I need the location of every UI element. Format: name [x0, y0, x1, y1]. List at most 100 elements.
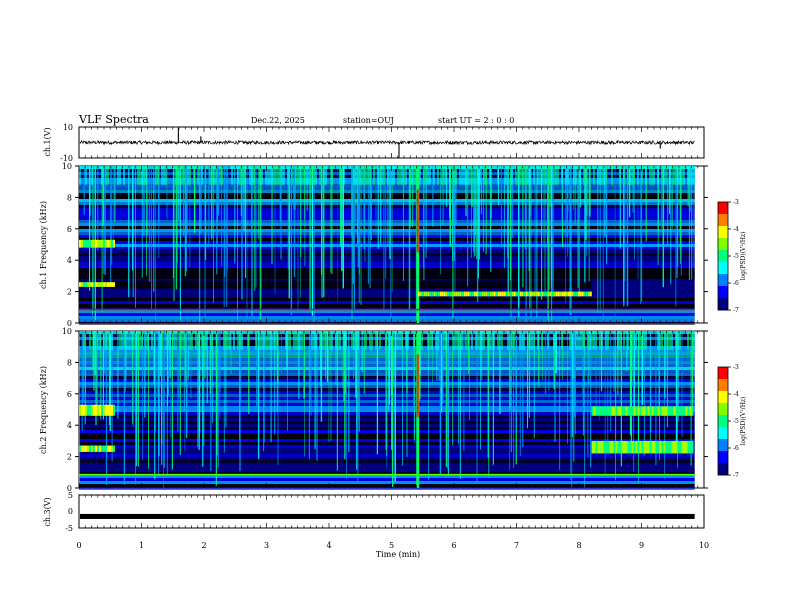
spectrogram-row [79, 169, 695, 172]
band-cell [517, 291, 520, 297]
high-freq-noise [679, 166, 681, 185]
band-cell [539, 291, 542, 297]
band-cell [589, 291, 592, 297]
high-freq-noise [575, 331, 577, 350]
high-freq-noise [399, 166, 401, 185]
band-cell [623, 406, 626, 416]
high-freq-noise [311, 166, 313, 185]
high-freq-noise [309, 166, 311, 185]
high-freq-noise [323, 331, 325, 350]
band-cell [99, 282, 101, 287]
colorbar-segment [718, 403, 728, 416]
band-cell [569, 291, 572, 297]
low-freq-line [79, 308, 695, 311]
high-freq-noise [225, 331, 227, 350]
high-freq-noise [455, 331, 457, 350]
high-freq-noise [97, 331, 99, 350]
high-freq-noise [549, 166, 551, 185]
high-freq-noise [423, 166, 425, 185]
high-freq-noise [165, 166, 167, 185]
high-freq-noise [139, 166, 141, 185]
high-freq-noise [589, 331, 591, 350]
high-freq-noise [193, 166, 195, 185]
feature-band-1 [79, 239, 115, 248]
high-freq-noise [107, 331, 109, 350]
band-cell [613, 440, 616, 454]
band-cell [679, 440, 682, 454]
band-cell [495, 291, 498, 297]
band-cell [677, 406, 680, 416]
band-cell [113, 445, 115, 452]
high-freq-noise [537, 166, 539, 185]
spectrogram-row [79, 298, 695, 301]
band-cell [665, 440, 668, 454]
xtick-label: 8 [576, 541, 581, 550]
band-cell [103, 239, 105, 248]
high-freq-noise [353, 166, 355, 185]
high-freq-noise [555, 166, 557, 185]
high-freq-noise [445, 166, 447, 185]
ch1-waveform-panel: 10 -10 ch.1(V) [43, 123, 705, 163]
station-label: station=OUJ [343, 116, 394, 125]
high-freq-noise [515, 166, 517, 185]
band-cell [111, 445, 113, 452]
start-time-label: start UT = 2 : 0 : 0 [438, 116, 514, 125]
band-cell [449, 291, 452, 297]
band-cell [655, 406, 658, 416]
band-cell [549, 291, 552, 297]
band-cell [105, 239, 107, 248]
high-freq-noise [619, 166, 621, 185]
band-cell [547, 291, 550, 297]
band-cell [545, 291, 548, 297]
spectrogram-row [79, 475, 695, 478]
high-freq-noise [197, 331, 199, 350]
band-cell [81, 404, 83, 416]
band-cell [463, 291, 466, 297]
band-cell [691, 406, 694, 416]
spectrogram-row [79, 232, 695, 235]
band-cell [607, 440, 610, 454]
spectrogram-row [79, 220, 695, 223]
high-freq-noise [427, 166, 429, 185]
band-cell [687, 406, 690, 416]
spectrogram-row [79, 316, 695, 319]
band-cell [457, 291, 460, 297]
feature-band-3 [417, 291, 592, 297]
high-freq-noise [291, 166, 293, 185]
high-freq-noise [421, 331, 423, 350]
spectrogram-row [79, 469, 695, 472]
high-freq-noise [465, 166, 467, 185]
high-freq-noise [561, 331, 563, 350]
ch1-ylabel: ch.1(V) [43, 127, 52, 156]
colorbar-segment [718, 298, 728, 311]
band-cell [667, 406, 670, 416]
high-freq-noise [443, 331, 445, 350]
high-freq-noise [201, 166, 203, 185]
high-freq-noise [461, 166, 463, 185]
ytick-label: 8 [67, 358, 72, 367]
high-freq-noise [595, 331, 597, 350]
band-cell [105, 404, 107, 416]
high-freq-noise [375, 331, 377, 350]
high-freq-noise [191, 331, 193, 350]
high-freq-noise [635, 331, 637, 350]
band-cell [103, 445, 105, 452]
high-freq-noise [301, 166, 303, 185]
high-freq-noise [517, 166, 519, 185]
high-freq-noise [497, 331, 499, 350]
band-cell [471, 291, 474, 297]
band-cell [585, 291, 588, 297]
high-freq-noise [631, 331, 633, 350]
spectrogram-row [79, 241, 695, 244]
band-cell [617, 406, 620, 416]
high-freq-noise [669, 331, 671, 350]
band-cell [85, 404, 87, 416]
high-freq-noise [445, 331, 447, 350]
band-cell [673, 406, 676, 416]
band-cell [629, 406, 632, 416]
high-freq-noise [343, 331, 345, 350]
spectrogram-row [79, 226, 695, 229]
high-freq-noise [415, 166, 417, 185]
high-freq-noise [315, 331, 317, 350]
high-freq-noise [293, 331, 295, 350]
